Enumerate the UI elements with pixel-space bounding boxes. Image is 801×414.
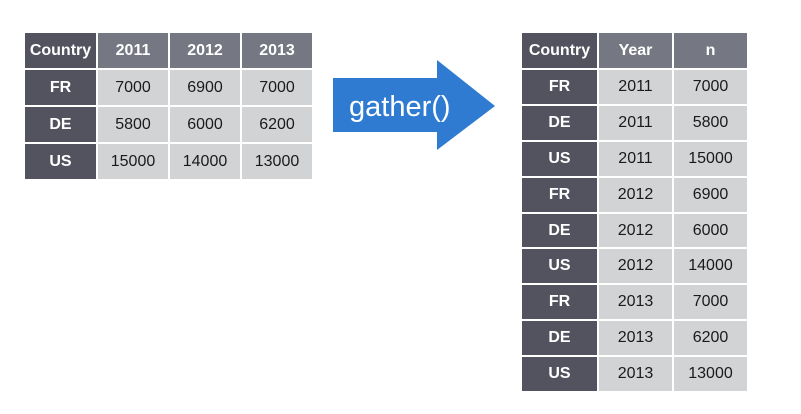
long-cell-year: 2012 <box>597 211 674 250</box>
long-cell-country: DE <box>520 319 599 358</box>
long-cell-year: 2013 <box>597 283 674 322</box>
long-cell-country: FR <box>520 68 599 106</box>
wide-header-2011: 2011 <box>96 31 170 70</box>
long-row: FR 2011 7000 <box>520 68 749 106</box>
wide-cell-value: 6000 <box>168 105 242 144</box>
wide-cell-value: 14000 <box>168 142 242 181</box>
long-cell-n: 7000 <box>672 68 749 106</box>
long-row: FR 2012 6900 <box>520 175 749 214</box>
long-cell-n: 13000 <box>672 355 749 394</box>
long-cell-n: 7000 <box>672 283 749 322</box>
wide-header-country: Country <box>23 31 98 70</box>
gather-arrow-shape <box>333 60 495 150</box>
long-cell-country: US <box>520 355 599 394</box>
wide-cell-value: 13000 <box>240 142 314 181</box>
wide-cell-value: 6900 <box>168 68 242 107</box>
long-cell-country: FR <box>520 283 599 322</box>
long-cell-country: DE <box>520 103 599 142</box>
long-header-row: Country Year n <box>520 31 749 70</box>
wide-table: Country 2011 2012 2013 FR 7000 6900 7000… <box>23 31 314 181</box>
long-cell-n: 6200 <box>672 319 749 358</box>
long-row: FR 2013 7000 <box>520 283 749 322</box>
long-row: US 2012 14000 <box>520 247 749 286</box>
long-cell-n: 15000 <box>672 139 749 178</box>
wide-row-fr: FR 7000 6900 7000 <box>23 68 314 107</box>
long-cell-year: 2013 <box>597 355 674 394</box>
long-cell-n: 14000 <box>672 247 749 286</box>
long-cell-country: US <box>520 247 599 286</box>
long-cell-year: 2011 <box>597 103 674 142</box>
wide-header-row: Country 2011 2012 2013 <box>23 31 314 70</box>
wide-cell-country: DE <box>23 105 98 144</box>
long-cell-year: 2011 <box>597 68 674 106</box>
wide-cell-value: 15000 <box>96 142 170 181</box>
wide-header-2012: 2012 <box>168 31 242 70</box>
long-cell-n: 6000 <box>672 211 749 250</box>
long-cell-country: US <box>520 139 599 178</box>
long-cell-year: 2012 <box>597 175 674 214</box>
gather-label: gather() <box>349 91 451 123</box>
long-cell-country: DE <box>520 211 599 250</box>
long-cell-country: FR <box>520 175 599 214</box>
long-header-country: Country <box>520 31 599 70</box>
wide-cell-value: 5800 <box>96 105 170 144</box>
long-row: DE 2013 6200 <box>520 319 749 358</box>
long-row: DE 2011 5800 <box>520 103 749 142</box>
long-cell-year: 2011 <box>597 139 674 178</box>
wide-cell-country: FR <box>23 68 98 107</box>
wide-cell-value: 6200 <box>240 105 314 144</box>
wide-cell-value: 7000 <box>96 68 170 107</box>
long-cell-n: 6900 <box>672 175 749 214</box>
wide-header-2013: 2013 <box>240 31 314 70</box>
wide-row-us: US 15000 14000 13000 <box>23 142 314 181</box>
long-row: DE 2012 6000 <box>520 211 749 250</box>
wide-row-de: DE 5800 6000 6200 <box>23 105 314 144</box>
long-table: Country Year n FR 2011 7000 DE 2011 5800 US 201… <box>520 31 749 394</box>
gather-arrow: gather() <box>333 60 495 150</box>
long-cell-year: 2012 <box>597 247 674 286</box>
long-cell-year: 2013 <box>597 319 674 358</box>
wide-cell-country: US <box>23 142 98 181</box>
long-header-year: Year <box>597 31 674 70</box>
long-row: US 2013 13000 <box>520 355 749 394</box>
wide-cell-value: 7000 <box>240 68 314 107</box>
long-row: US 2011 15000 <box>520 139 749 178</box>
long-header-n: n <box>672 31 749 70</box>
long-cell-n: 5800 <box>672 103 749 142</box>
